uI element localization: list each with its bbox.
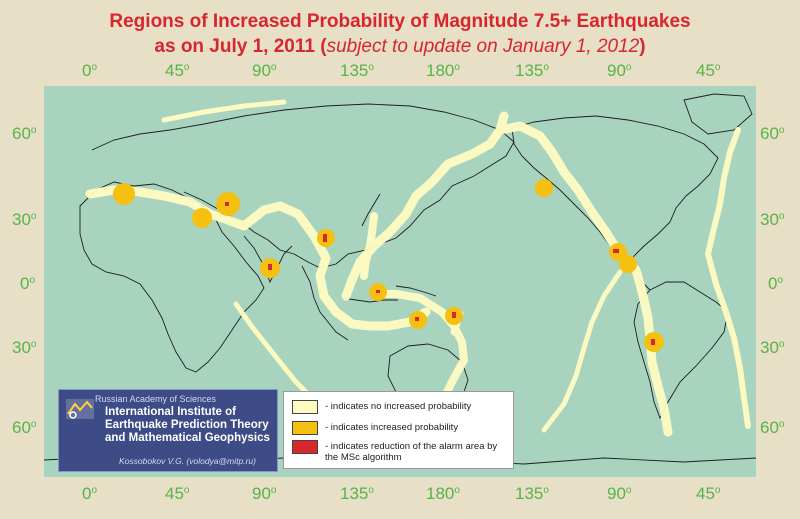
top-lon-label: 45o bbox=[165, 61, 190, 80]
melanesian-belt bbox=[370, 290, 468, 420]
institution-name-line: Earthquake Prediction Theory bbox=[105, 419, 269, 431]
right-lat-label: 30o bbox=[760, 338, 785, 357]
bottom-lon-label: 45o bbox=[696, 484, 721, 503]
right-lat-label: 30o bbox=[760, 210, 785, 229]
left-lat-label: 30o bbox=[12, 338, 37, 357]
institution-name-line: and Mathematical Geophysics bbox=[105, 432, 270, 444]
red-new-guinea bbox=[376, 290, 380, 293]
red-taiwan bbox=[323, 234, 327, 242]
institution-name: International Institute of Earthquake Pr… bbox=[105, 406, 275, 445]
red-himalaya bbox=[225, 202, 229, 206]
bottom-lon-label: 180o bbox=[426, 484, 460, 503]
west-pacific-belt bbox=[341, 111, 509, 301]
eurasia-coastline bbox=[91, 103, 515, 269]
east-pacific-rise bbox=[541, 269, 623, 433]
legend-swatch-reduced bbox=[292, 440, 318, 454]
subtitle-date: as on July 1, 2011 bbox=[154, 36, 315, 57]
left-lat-label: 60o bbox=[12, 418, 37, 437]
legend-text-no-increase: - indicates no increased probability bbox=[325, 401, 472, 412]
top-lon-label: 0o bbox=[82, 61, 98, 80]
academy-label: Russian Academy of Sciences bbox=[95, 394, 217, 404]
arctic-belt bbox=[161, 99, 287, 123]
zone-mediterranean bbox=[113, 183, 135, 205]
right-lat-label: 60o bbox=[760, 124, 785, 143]
top-lon-label: 45o bbox=[696, 61, 721, 80]
red-vanuatu bbox=[415, 317, 419, 321]
legend: - indicates no increased probability - i… bbox=[283, 391, 514, 469]
top-lon-label: 135o bbox=[515, 61, 549, 80]
bottom-lon-label: 135o bbox=[515, 484, 549, 503]
top-lon-label: 180o bbox=[426, 61, 460, 80]
red-tonga bbox=[452, 312, 456, 318]
left-lat-label: 30o bbox=[12, 210, 37, 229]
subtitle-open: ( bbox=[314, 36, 327, 57]
subtitle-update-note: subject to update on January 1, 2012 bbox=[326, 36, 640, 57]
north-america-coastline bbox=[511, 115, 719, 267]
newguinea-coastline bbox=[395, 285, 437, 297]
institution-box: Russian Academy of Sciences Internationa… bbox=[58, 389, 278, 472]
izu-bonin-belt bbox=[360, 212, 378, 280]
indonesia-coastline bbox=[341, 297, 398, 303]
bottom-lon-label: 90o bbox=[607, 484, 632, 503]
africa-coastline bbox=[79, 181, 265, 373]
greenland-coastline bbox=[683, 93, 753, 135]
author-credit: Kossobokov V.G. (volodya@mitp.ru) bbox=[119, 456, 256, 466]
legend-swatch-increased bbox=[292, 421, 318, 435]
no-increase-belts bbox=[85, 99, 751, 437]
top-lon-label: 90o bbox=[252, 61, 277, 80]
south-america-coastline bbox=[633, 281, 729, 420]
bottom-lon-label: 0o bbox=[82, 484, 98, 503]
zone-alaska bbox=[535, 179, 553, 197]
zone-iran bbox=[192, 208, 212, 228]
subtitle-close: ) bbox=[639, 36, 646, 57]
bottom-lon-label: 45o bbox=[165, 484, 190, 503]
legend-swatch-no-increase bbox=[292, 400, 318, 414]
american-belt bbox=[495, 121, 673, 437]
alpide-belt bbox=[85, 185, 431, 331]
red-central-america bbox=[613, 249, 619, 253]
left-lat-label: 0o bbox=[20, 274, 36, 293]
page-title: Regions of Increased Probability of Magn… bbox=[109, 11, 691, 32]
sea-coastline bbox=[301, 265, 349, 341]
reduced-zones bbox=[225, 202, 655, 345]
legend-text-increased: - indicates increased probability bbox=[325, 422, 459, 433]
zone-colombia bbox=[619, 255, 637, 273]
legend-text-reduced: - indicates reduction of the alarm area … bbox=[325, 441, 498, 463]
institute-logo-icon bbox=[66, 399, 94, 419]
india-coastline bbox=[243, 235, 293, 284]
right-lat-label: 0o bbox=[768, 274, 784, 293]
top-lon-label: 135o bbox=[340, 61, 374, 80]
japan-coastline bbox=[361, 193, 381, 227]
mid-atlantic-ridge bbox=[705, 127, 751, 429]
red-chile bbox=[651, 339, 655, 345]
bottom-lon-label: 90o bbox=[252, 484, 277, 503]
red-sumatra bbox=[268, 264, 272, 270]
page-subtitle: as on July 1, 2011 (subject to update on… bbox=[0, 36, 800, 58]
top-lon-label: 90o bbox=[607, 61, 632, 80]
left-lat-label: 60o bbox=[12, 124, 37, 143]
bottom-lon-label: 135o bbox=[340, 484, 374, 503]
institution-name-line: International Institute of bbox=[105, 406, 236, 418]
right-lat-label: 60o bbox=[760, 418, 785, 437]
